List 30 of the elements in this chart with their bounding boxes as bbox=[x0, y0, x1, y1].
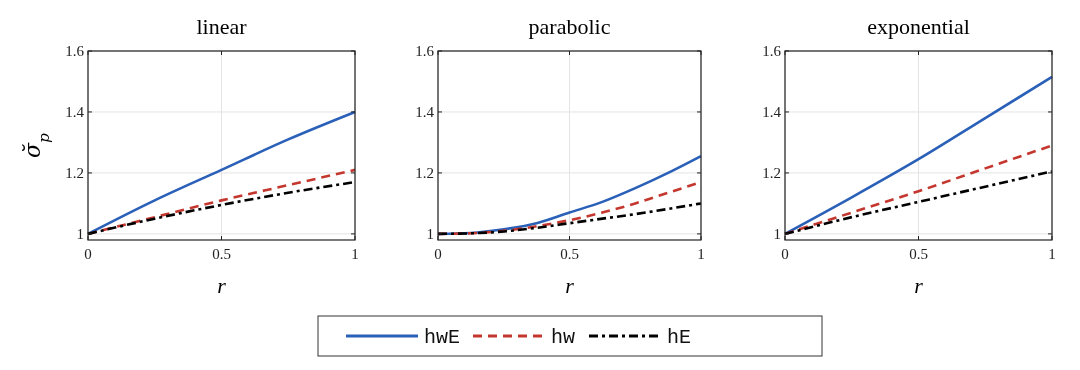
legend-label: hE bbox=[667, 326, 692, 349]
x-tick-label: 0.5 bbox=[212, 246, 231, 262]
y-tick-label: 1.4 bbox=[762, 103, 782, 120]
y-tick-label: 1.2 bbox=[65, 164, 84, 181]
y-tick-label: 1.2 bbox=[762, 164, 781, 181]
x-tick-label: 1 bbox=[697, 246, 705, 262]
y-tick-label: 1.4 bbox=[415, 103, 435, 120]
y-tick-label: 1.2 bbox=[415, 164, 434, 181]
x-tick-label: 0.5 bbox=[560, 246, 579, 262]
y-tick-label: 1 bbox=[773, 225, 781, 242]
chart-title: parabolic bbox=[528, 14, 611, 39]
x-axis-title: r bbox=[217, 273, 227, 298]
y-tick-label: 1.6 bbox=[415, 43, 435, 59]
x-tick-label: 0 bbox=[84, 246, 92, 262]
y-tick-label: 1.4 bbox=[65, 103, 85, 120]
y-tick-label: 1 bbox=[426, 225, 434, 242]
x-axis-title: r bbox=[914, 273, 924, 298]
x-tick-label: 0 bbox=[434, 246, 442, 262]
x-tick-label: 1 bbox=[1048, 246, 1056, 262]
legend-label: hwE bbox=[424, 326, 461, 349]
y-tick-label: 1.6 bbox=[65, 43, 85, 59]
x-tick-label: 0.5 bbox=[909, 246, 928, 262]
y-tick-label: 1 bbox=[76, 225, 84, 242]
x-tick-label: 0 bbox=[781, 246, 789, 262]
x-tick-label: 1 bbox=[351, 246, 359, 262]
legend-label: hw bbox=[551, 326, 576, 349]
x-axis-title: r bbox=[565, 273, 575, 298]
chart-title: exponential bbox=[867, 14, 970, 39]
y-tick-label: 1.6 bbox=[762, 43, 782, 59]
chart-title: linear bbox=[196, 14, 248, 39]
